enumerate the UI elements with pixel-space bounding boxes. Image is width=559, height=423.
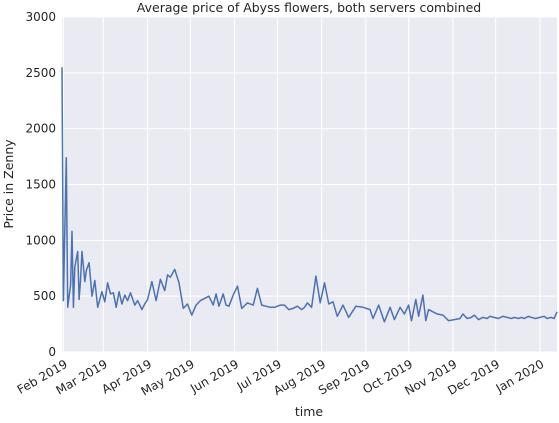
x-tick-label: Jun 2019 — [187, 357, 241, 396]
grid-lines — [62, 16, 557, 353]
chart-title: Average price of Abyss flowers, both ser… — [137, 0, 481, 15]
series-layer — [61, 67, 558, 323]
y-tick-label: 1500 — [25, 178, 56, 192]
y-axis-label: Price in Zenny — [1, 139, 16, 229]
x-tick-label: Jan 2020 — [493, 357, 547, 396]
y-tick-label: 3000 — [25, 10, 56, 24]
y-tick-label: 2500 — [25, 66, 56, 80]
y-tick-label: 2000 — [25, 122, 56, 136]
series-line — [61, 67, 558, 323]
y-tick-label: 0 — [48, 345, 56, 359]
y-tick-label: 500 — [33, 289, 56, 303]
x-axis-label: time — [295, 404, 324, 419]
y-tick-labels: 0 500 1000 1500 2000 2500 3000 — [25, 10, 56, 359]
y-tick-label: 1000 — [25, 233, 56, 247]
